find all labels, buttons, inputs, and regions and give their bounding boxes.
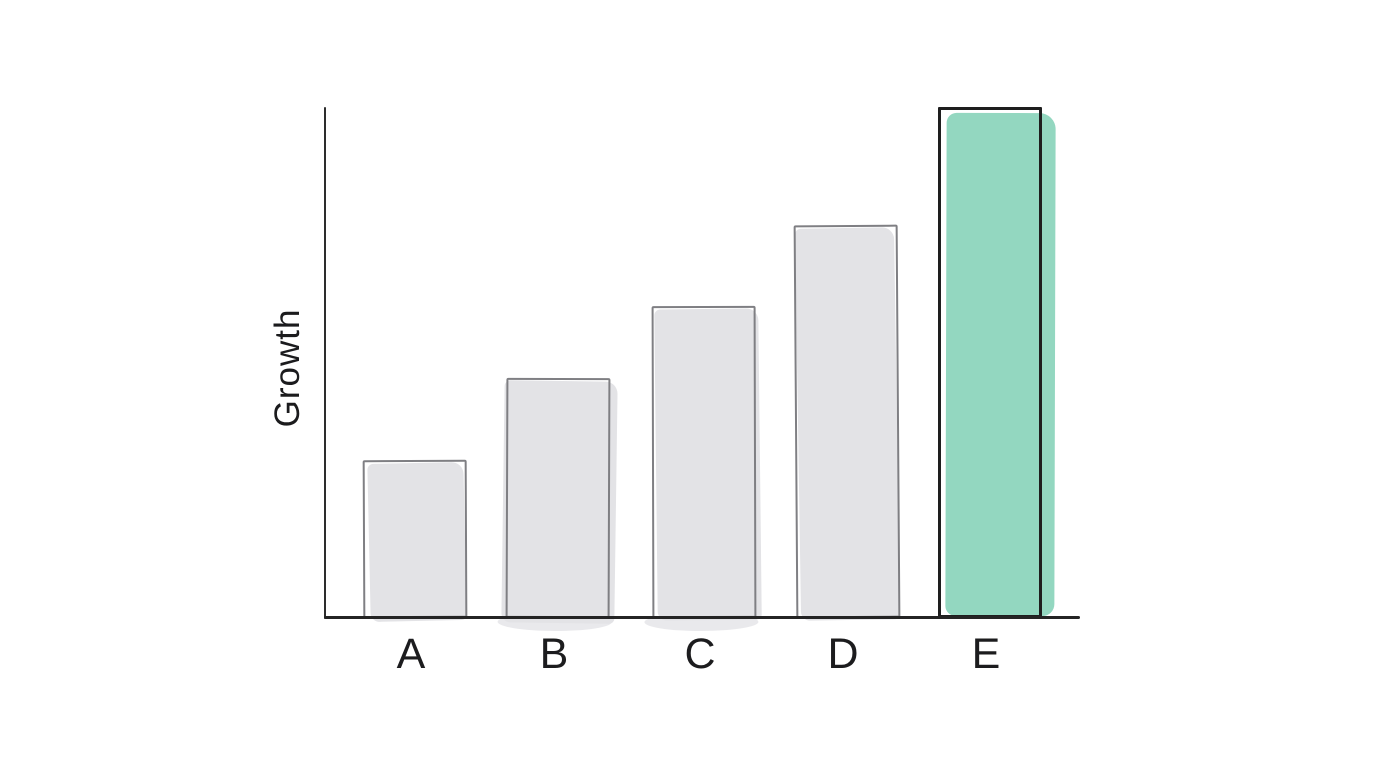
- x-category-label-c: C: [684, 630, 716, 678]
- x-category-label-b: B: [539, 630, 569, 678]
- bar-e: [938, 107, 1056, 618]
- bar-c: [651, 305, 762, 621]
- x-category-label-a: A: [396, 630, 426, 678]
- bar-d: [793, 224, 901, 621]
- x-axis-line: [324, 616, 1080, 619]
- x-category-label-d: D: [827, 630, 859, 678]
- bar-outline: [505, 377, 611, 619]
- bar-outline: [362, 459, 468, 619]
- bar-outline: [651, 305, 757, 619]
- x-category-label-e: E: [971, 630, 1001, 678]
- highlight-bar-outline: [938, 107, 1042, 618]
- bar-outline: [793, 224, 901, 619]
- y-axis-line: [324, 107, 326, 619]
- bar-a: [362, 459, 468, 623]
- bar-b: [501, 377, 618, 624]
- y-axis-label: Growth: [268, 308, 307, 428]
